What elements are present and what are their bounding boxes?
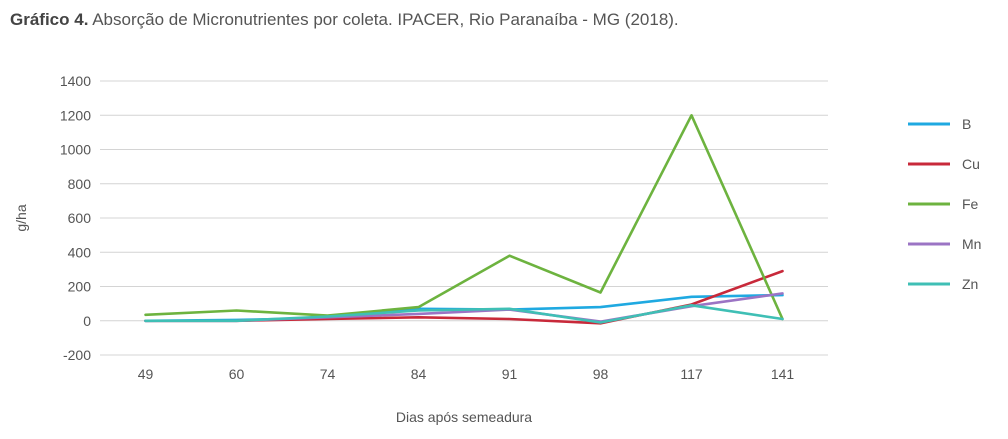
y-tick-label: 1000 — [60, 142, 91, 158]
legend-label-cu: Cu — [962, 156, 980, 172]
x-axis-title: Dias após semeadura — [396, 409, 532, 425]
series-lines — [144, 114, 784, 325]
x-tick-label: 98 — [593, 366, 609, 382]
grid-lines — [100, 80, 828, 356]
series-line-zn — [144, 303, 784, 324]
x-tick-label: 91 — [502, 366, 518, 382]
y-tick-labels: 1400 1200 1000 800 600 400 200 0 -200 — [60, 73, 91, 363]
x-tick-label: 60 — [229, 366, 245, 382]
series-line-fe — [144, 114, 784, 321]
legend-label-zn: Zn — [962, 276, 978, 292]
x-tick-label: 74 — [320, 366, 336, 382]
y-tick-label: 1200 — [60, 107, 91, 123]
y-axis-title: g/ha — [13, 204, 29, 231]
x-tick-label: 84 — [411, 366, 427, 382]
x-tick-label: 49 — [138, 366, 154, 382]
legend-label-fe: Fe — [962, 196, 979, 212]
legend-label-mn: Mn — [962, 236, 981, 252]
x-tick-labels: 49 60 74 84 91 98 117 141 — [138, 366, 795, 382]
figure-label: Gráfico 4. — [10, 10, 89, 29]
figure-caption: Absorção de Micronutrientes por coleta. … — [88, 10, 679, 29]
legend-label-b: B — [962, 116, 971, 132]
legend: B Cu Fe Mn Zn — [908, 116, 981, 292]
y-tick-label: 0 — [83, 313, 91, 329]
chart-title: Gráfico 4. Absorção de Micronutrientes p… — [10, 10, 679, 30]
y-tick-label: 600 — [68, 210, 92, 226]
x-tick-label: 117 — [680, 366, 703, 382]
y-tick-label: 1400 — [60, 73, 91, 89]
y-tick-label: 400 — [68, 244, 92, 260]
y-tick-label: -200 — [63, 347, 91, 363]
x-tick-label: 141 — [771, 366, 795, 382]
y-tick-label: 800 — [68, 176, 92, 192]
y-tick-label: 200 — [68, 279, 92, 295]
